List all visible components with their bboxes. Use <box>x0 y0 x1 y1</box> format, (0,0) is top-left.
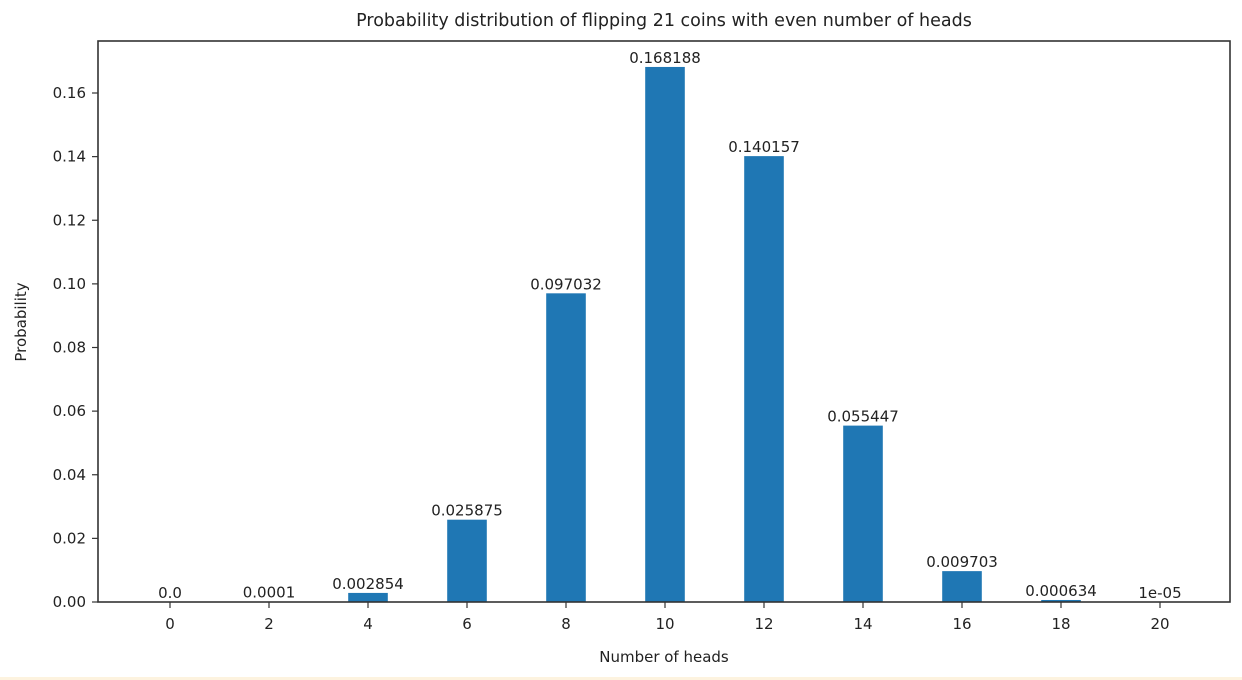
plot-frame <box>97 40 1231 603</box>
y-tick-label: 0.00 <box>53 593 86 611</box>
bar-8 <box>546 293 586 602</box>
x-tick-label: 4 <box>363 615 373 633</box>
bar-14 <box>843 425 883 602</box>
bar-label-16: 0.009703 <box>926 553 998 571</box>
x-tick-label: 10 <box>655 615 674 633</box>
output-cell-border <box>0 677 1242 680</box>
y-tick-label: 0.02 <box>53 529 86 547</box>
bar-value-labels: 0.0 0.0001 0.002854 0.025875 0.097032 0.16818… <box>158 49 1182 602</box>
bar-label-14: 0.055447 <box>827 408 899 426</box>
bar-4 <box>348 592 388 602</box>
bar-label-0: 0.0 <box>158 584 182 602</box>
x-tick-label: 6 <box>462 615 472 633</box>
y-tick-label: 0.04 <box>53 466 86 484</box>
bar-label-4: 0.002854 <box>332 575 404 593</box>
bar-16 <box>942 571 982 602</box>
y-tick-label: 0.14 <box>53 148 86 166</box>
bar-label-20: 1e-05 <box>1138 584 1181 602</box>
y-tick-label: 0.16 <box>53 84 86 102</box>
bar-label-6: 0.025875 <box>431 502 503 520</box>
y-tick-label: 0.10 <box>53 275 86 293</box>
bar-label-10: 0.168188 <box>629 49 701 67</box>
bar-label-12: 0.140157 <box>728 138 800 156</box>
bar-12 <box>744 156 784 602</box>
y-tick-label: 0.08 <box>53 339 86 357</box>
x-tick-label: 0 <box>165 615 175 633</box>
bar-label-2: 0.0001 <box>243 584 296 602</box>
y-tick-label: 0.06 <box>53 402 86 420</box>
y-axis-ticks: 0.00 0.02 0.04 0.06 0.08 0.10 0.12 0.14 0.16 <box>53 84 98 611</box>
x-axis-ticks: 0 2 4 6 8 10 12 14 16 18 20 <box>165 602 1170 633</box>
y-axis-label: Probability <box>12 282 30 361</box>
bar-18 <box>1041 599 1081 602</box>
x-axis-label: Number of heads <box>599 648 729 666</box>
y-tick-label: 0.12 <box>53 211 86 229</box>
x-tick-label: 14 <box>853 615 872 633</box>
bar-10 <box>645 66 685 603</box>
chart-title: Probability distribution of flipping 21 … <box>356 11 972 31</box>
bar-label-18: 0.000634 <box>1025 582 1097 600</box>
bar-series <box>249 66 1180 603</box>
x-tick-label: 18 <box>1051 615 1070 633</box>
x-tick-label: 20 <box>1150 615 1169 633</box>
x-tick-label: 8 <box>561 615 571 633</box>
x-tick-label: 16 <box>952 615 971 633</box>
x-tick-label: 2 <box>264 615 274 633</box>
bar-label-8: 0.097032 <box>530 275 602 293</box>
bar-6 <box>447 519 487 602</box>
x-tick-label: 12 <box>754 615 773 633</box>
